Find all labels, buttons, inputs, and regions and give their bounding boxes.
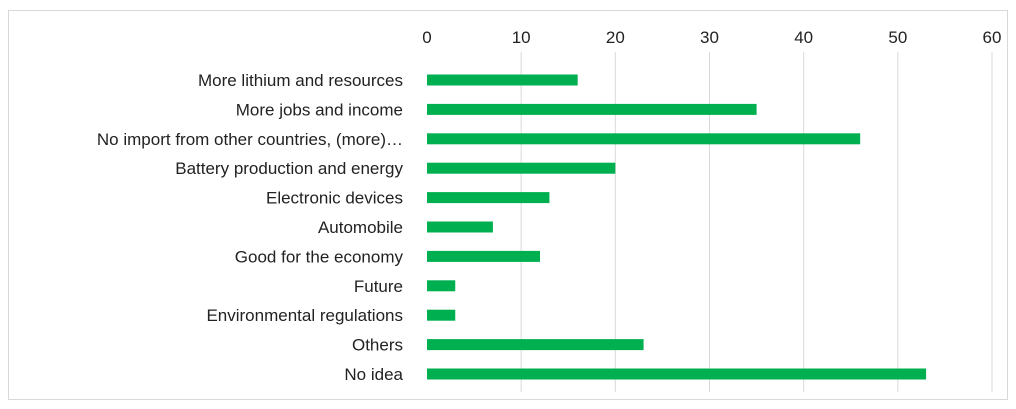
bar bbox=[427, 309, 456, 321]
bar bbox=[427, 339, 644, 351]
x-tick-label: 10 bbox=[512, 28, 531, 47]
bar bbox=[427, 221, 493, 233]
bars bbox=[427, 74, 927, 380]
bar bbox=[427, 162, 616, 174]
bar bbox=[427, 280, 456, 292]
category-label: Good for the economy bbox=[235, 247, 404, 266]
bar bbox=[427, 250, 540, 262]
x-axis-ticks: 0 10 20 30 40 50 60 bbox=[422, 28, 1001, 47]
x-tick-label: 60 bbox=[983, 28, 1002, 47]
category-label: No import from other countries, (more)… bbox=[97, 130, 403, 149]
x-tick-label: 40 bbox=[794, 28, 813, 47]
category-label: Others bbox=[352, 336, 403, 355]
bar bbox=[427, 74, 578, 86]
x-tick-label: 50 bbox=[888, 28, 907, 47]
category-label: More jobs and income bbox=[236, 100, 403, 119]
category-label: Environmental regulations bbox=[206, 306, 403, 325]
category-label: Electronic devices bbox=[266, 189, 403, 208]
category-label: Battery production and energy bbox=[175, 159, 403, 178]
bar bbox=[427, 103, 757, 115]
bar bbox=[427, 133, 861, 145]
bar bbox=[427, 192, 550, 204]
bar bbox=[427, 368, 927, 380]
category-labels: More lithium and resources More jobs and … bbox=[97, 71, 404, 384]
x-tick-label: 20 bbox=[606, 28, 625, 47]
x-tick-label: 30 bbox=[700, 28, 719, 47]
category-label: Automobile bbox=[318, 218, 403, 237]
category-label: More lithium and resources bbox=[198, 71, 403, 90]
category-label: No idea bbox=[344, 365, 403, 384]
category-label: Future bbox=[354, 277, 403, 296]
x-tick-label: 0 bbox=[422, 28, 431, 47]
